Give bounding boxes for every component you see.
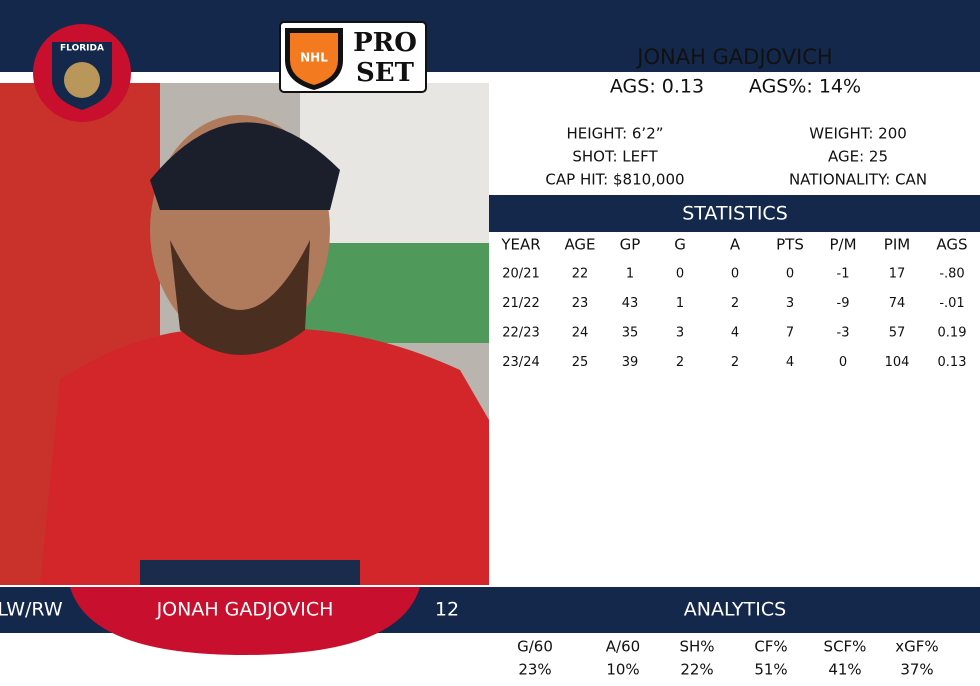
stats-cell: -.01 — [939, 296, 964, 311]
analytics-header: xGF% — [895, 638, 938, 656]
stats-cell: 2 — [676, 355, 684, 370]
analytics-header: CF% — [754, 638, 787, 656]
analytics-value: 10% — [606, 661, 639, 679]
stats-cell: 57 — [889, 326, 906, 341]
cap-hit: CAP HIT: $810,000 — [545, 171, 684, 189]
stats-cell: 20/21 — [502, 267, 539, 282]
stats-cell: 2 — [731, 296, 739, 311]
stats-header: YEAR — [500, 236, 540, 254]
analytics-value: 51% — [754, 661, 787, 679]
footer-name: JONAH GADJOVICH — [156, 599, 334, 621]
bio: HEIGHT: 6’2” WEIGHT: 200 SHOT: LEFT AGE:… — [545, 125, 927, 189]
stats-cell: 23 — [572, 296, 589, 311]
stats-cell: -.80 — [939, 267, 964, 282]
stats-cell: 35 — [622, 326, 639, 341]
stats-header: AGE — [564, 236, 595, 254]
nationality: NATIONALITY: CAN — [789, 171, 927, 189]
stats-cell: 74 — [889, 296, 906, 311]
stats-cell: 0 — [676, 267, 684, 282]
stats-cell: 3 — [786, 296, 794, 311]
stats-cell: 23/24 — [502, 355, 539, 370]
stats-cell: 17 — [889, 267, 906, 282]
stats-cell: 2 — [731, 355, 739, 370]
analytics-header: A/60 — [606, 638, 640, 656]
stats-cell: 0 — [839, 355, 847, 370]
brand-top: PRO — [353, 28, 417, 58]
height: HEIGHT: 6’2” — [566, 125, 663, 143]
shot: SHOT: LEFT — [572, 148, 658, 166]
stats-header: P/M — [829, 236, 856, 254]
stats-cell: 22/23 — [502, 326, 539, 341]
stats-cell: 1 — [676, 296, 684, 311]
stats-cell: -9 — [837, 296, 850, 311]
brand-logo: NHL PRO SET — [279, 21, 427, 93]
stats-cell: -1 — [837, 267, 850, 282]
stats-cell: 104 — [885, 355, 910, 370]
stats-cell: 0 — [786, 267, 794, 282]
stats-header: A — [730, 236, 741, 254]
stats-cell: 25 — [572, 355, 589, 370]
stats-cell: 39 — [622, 355, 639, 370]
brand-bottom: SET — [356, 58, 415, 88]
age: AGE: 25 — [828, 148, 888, 166]
photo — [0, 83, 489, 585]
stats-cell: 3 — [676, 326, 684, 341]
analytics-value: 37% — [900, 661, 933, 679]
stats-cell: 0.13 — [938, 355, 967, 370]
name-plate — [70, 587, 420, 655]
stats-header: PTS — [776, 236, 804, 254]
team-logo-text: FLORIDA — [60, 44, 104, 54]
stats-cell: 24 — [572, 326, 589, 341]
ags: AGS: 0.13 — [610, 76, 704, 98]
stats-bar — [489, 195, 980, 232]
analytics-value: 23% — [518, 661, 551, 679]
analytics-header: SH% — [679, 638, 714, 656]
stats-cell: 22 — [572, 267, 589, 282]
league-logo-text: NHL — [300, 51, 328, 65]
stats-cell: 43 — [622, 296, 639, 311]
stats-cell: 1 — [626, 267, 634, 282]
stats-cell: -3 — [837, 326, 850, 341]
team-logo: FLORIDA — [33, 24, 131, 122]
analytics-title: ANALYTICS — [684, 599, 786, 621]
top-bar — [0, 0, 980, 72]
stats-cell: 0.19 — [938, 326, 967, 341]
stats-header: AGS — [936, 236, 967, 254]
player-name: JONAH GADJOVICH — [635, 45, 832, 69]
stats-title: STATISTICS — [682, 203, 788, 225]
stats-header: PIM — [884, 236, 910, 254]
stats-cell: 7 — [786, 326, 794, 341]
stats-header: G — [674, 236, 686, 254]
analytics-value: 41% — [828, 661, 861, 679]
stats-cell: 0 — [731, 267, 739, 282]
stats-cell: 21/22 — [502, 296, 539, 311]
info-panel — [489, 72, 980, 587]
weight: WEIGHT: 200 — [809, 125, 907, 143]
analytics-header: G/60 — [517, 638, 553, 656]
analytics-header: SCF% — [824, 638, 867, 656]
stats-header: GP — [620, 236, 641, 254]
jersey-number: 12 — [435, 599, 459, 621]
ags-pct: AGS%: 14% — [749, 76, 861, 98]
stats-cell: 4 — [786, 355, 794, 370]
position: LW/RW — [0, 599, 63, 621]
analytics-value: 22% — [680, 661, 713, 679]
stats-cell: 4 — [731, 326, 739, 341]
